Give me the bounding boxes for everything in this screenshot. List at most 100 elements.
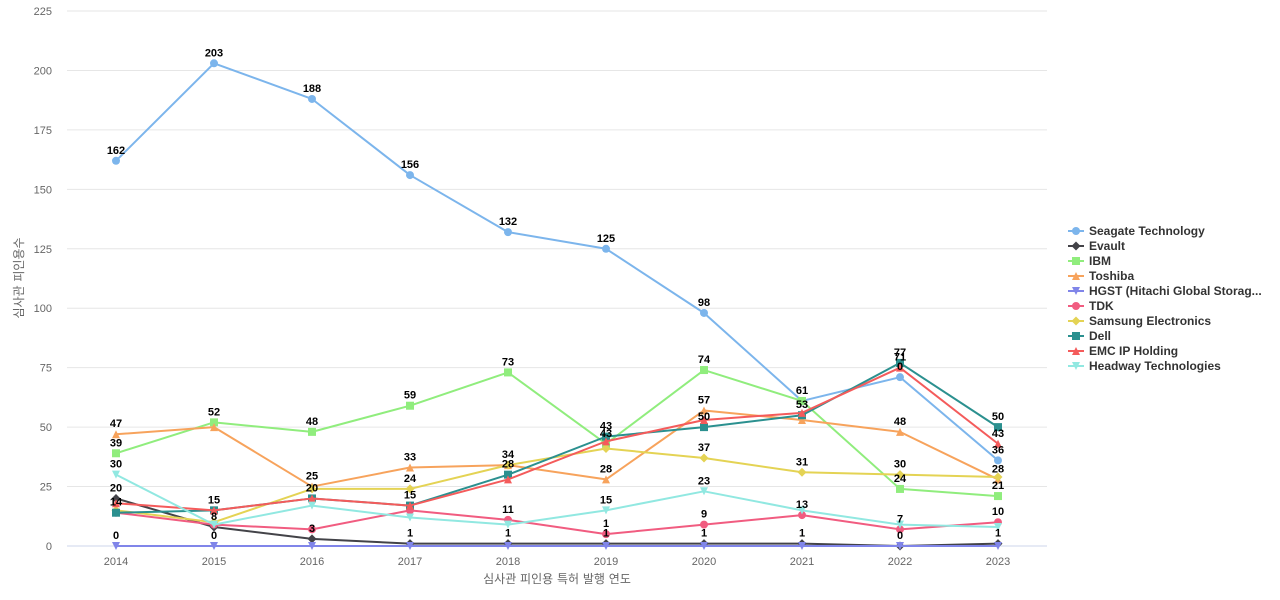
y-tick-label: 25 <box>40 482 52 494</box>
data-label: 48 <box>306 416 318 428</box>
data-label: 13 <box>796 499 808 511</box>
legend-label: Samsung Electronics <box>1089 314 1211 328</box>
data-point <box>896 373 904 382</box>
legend-label: Headway Technologies <box>1089 359 1221 373</box>
data-label: 34 <box>502 449 515 461</box>
data-point <box>994 542 1002 550</box>
series-4 <box>112 542 1002 550</box>
x-tick-label: 2020 <box>692 556 716 568</box>
data-point <box>406 513 414 522</box>
legend-item[interactable]: Toshiba <box>1068 269 1134 283</box>
series-line <box>115 497 999 547</box>
legend-item[interactable]: IBM <box>1068 254 1111 268</box>
data-point <box>504 520 512 529</box>
x-tick-label: 2014 <box>104 556 128 568</box>
data-point <box>798 511 806 520</box>
legend-symbol <box>1072 257 1080 265</box>
series-8 <box>112 363 1002 515</box>
data-point <box>504 542 512 550</box>
data-label: 36 <box>992 444 1004 456</box>
legend-item[interactable]: TDK <box>1068 299 1114 313</box>
legend-item[interactable]: Samsung Electronics <box>1068 314 1211 328</box>
x-tick-label: 2021 <box>790 556 814 568</box>
data-label: 47 <box>110 418 122 430</box>
data-label: 20 <box>306 482 318 494</box>
data-label: 43 <box>992 428 1004 440</box>
data-point <box>601 444 611 454</box>
data-label: 77 <box>894 347 906 359</box>
data-point <box>210 542 218 550</box>
data-label: 1 <box>995 528 1001 540</box>
data-label: 7 <box>897 513 903 525</box>
data-point <box>602 437 610 446</box>
legend-item[interactable]: Seagate Technology <box>1068 224 1205 238</box>
legend-item[interactable]: Headway Technologies <box>1068 359 1221 373</box>
data-point <box>112 449 120 458</box>
data-point <box>210 59 218 68</box>
data-point <box>210 418 218 427</box>
legend-symbol <box>1071 241 1081 251</box>
data-point <box>700 542 708 550</box>
data-point <box>700 406 708 415</box>
legend-item[interactable]: HGST (Hitachi Global Storag... <box>1068 284 1262 298</box>
y-tick-label: 150 <box>34 184 52 196</box>
data-point <box>994 423 1002 432</box>
data-point <box>700 487 708 496</box>
series-line <box>115 409 999 488</box>
legend-label: Toshiba <box>1089 269 1134 283</box>
grid <box>67 10 1047 547</box>
data-point <box>895 470 905 480</box>
legend-item[interactable]: Dell <box>1068 329 1111 343</box>
legend-symbol <box>1071 316 1081 326</box>
data-label: 1 <box>407 528 413 540</box>
data-point <box>504 368 512 377</box>
series-1 <box>111 493 1003 551</box>
legend-item[interactable]: Evault <box>1068 239 1125 253</box>
data-label: 43 <box>600 421 612 433</box>
series-3 <box>112 406 1002 491</box>
data-label: 0 <box>113 530 119 542</box>
data-point <box>602 530 610 539</box>
data-label: 3 <box>309 523 315 535</box>
data-label: 14 <box>110 497 123 509</box>
data-point <box>504 228 512 237</box>
data-label: 1 <box>799 528 805 540</box>
y-tick-label: 0 <box>46 541 52 553</box>
data-label: 23 <box>698 475 710 487</box>
data-label: 53 <box>796 399 808 411</box>
x-tick-label: 2015 <box>202 556 226 568</box>
data-label: 30 <box>110 459 122 471</box>
data-label: 52 <box>208 406 220 418</box>
data-point <box>112 470 120 479</box>
data-point <box>405 484 415 494</box>
data-label: 162 <box>107 145 125 157</box>
legend-symbol <box>1072 287 1080 295</box>
legend-symbol <box>1072 332 1080 340</box>
data-point <box>700 520 708 529</box>
series <box>111 59 1003 551</box>
data-point <box>798 415 806 424</box>
series-line <box>115 62 999 462</box>
data-label: 15 <box>208 494 220 506</box>
data-label: 20 <box>110 482 122 494</box>
legend-label: HGST (Hitachi Global Storag... <box>1089 284 1262 298</box>
data-point <box>406 501 414 510</box>
y-tick-label: 200 <box>34 65 52 77</box>
data-point <box>700 423 708 432</box>
legend-item[interactable]: EMC IP Holding <box>1068 344 1178 358</box>
data-point <box>602 244 610 253</box>
data-point <box>307 484 317 494</box>
data-point <box>896 520 904 529</box>
data-label: 132 <box>499 216 517 228</box>
data-point <box>602 542 610 550</box>
axes: 심사관 피인용 특허 발행 연도 심사관 피인용수 02550751001251… <box>12 6 1047 586</box>
x-tick-label: 2019 <box>594 556 618 568</box>
data-point <box>307 534 317 544</box>
data-label: 9 <box>701 509 707 521</box>
data-point <box>797 467 807 477</box>
data-label: 0 <box>897 530 903 542</box>
y-tick-label: 225 <box>34 6 52 18</box>
data-label: 15 <box>600 494 612 506</box>
data-point <box>798 408 806 417</box>
